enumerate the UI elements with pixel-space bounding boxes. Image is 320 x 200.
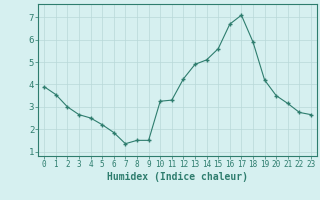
X-axis label: Humidex (Indice chaleur): Humidex (Indice chaleur) [107,172,248,182]
